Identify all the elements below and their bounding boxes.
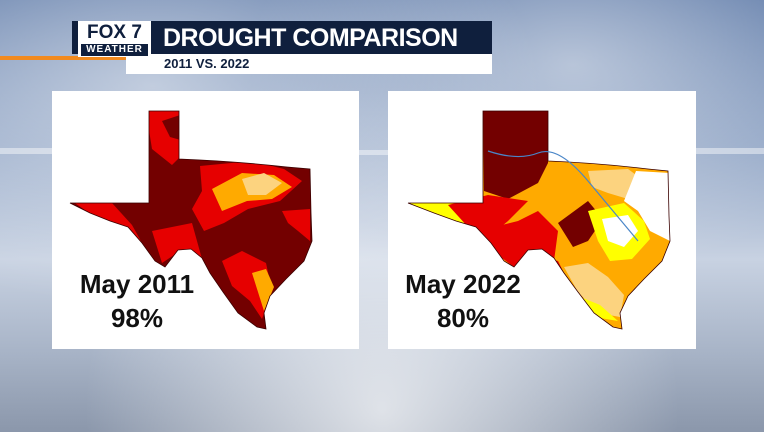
panel-date-2022: May 2022 bbox=[405, 269, 521, 299]
drought-panel-2022: May 2022 80% bbox=[388, 91, 696, 349]
panel-percent-2011: 98% bbox=[110, 303, 164, 333]
panel-percent-2022: 80% bbox=[436, 303, 490, 333]
texas-drought-map-2022 bbox=[407, 110, 671, 330]
floor-line bbox=[359, 150, 388, 155]
fox7-weather-logo: FOX 7 WEATHER bbox=[78, 21, 151, 57]
page-subtitle: 2011 VS. 2022 bbox=[164, 56, 250, 71]
accent-bar bbox=[0, 56, 126, 60]
drought-panel-2011: May 2011 98% bbox=[52, 91, 359, 349]
texas-drought-map-2011 bbox=[69, 110, 313, 330]
floor-line bbox=[0, 148, 52, 154]
page-title: DROUGHT COMPARISON bbox=[163, 24, 458, 52]
logo-subtext: WEATHER bbox=[81, 44, 148, 56]
floor-line bbox=[696, 148, 764, 154]
panel-date-2011: May 2011 bbox=[79, 269, 195, 299]
logo-text: FOX 7 bbox=[87, 22, 142, 43]
subtitle-bar bbox=[126, 54, 492, 74]
